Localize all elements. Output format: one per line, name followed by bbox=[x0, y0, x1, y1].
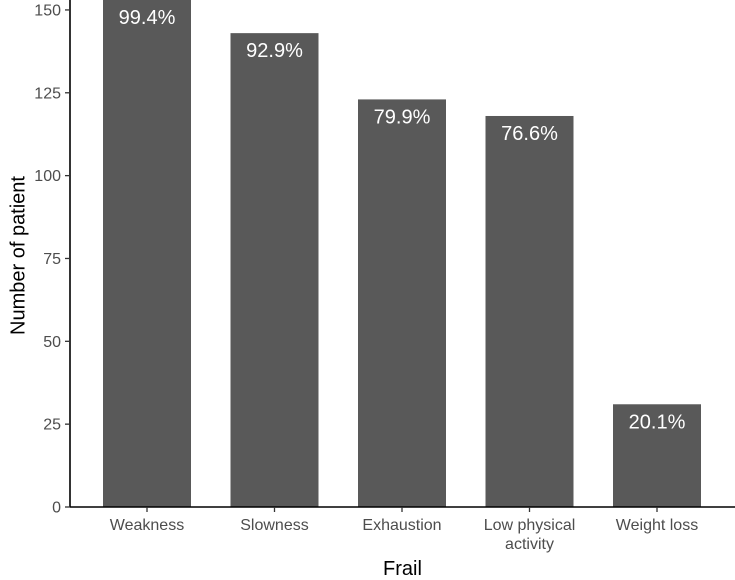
y-tick-label: 100 bbox=[34, 168, 61, 185]
x-tick-label: Weight loss bbox=[616, 517, 698, 534]
bar-slowness bbox=[230, 33, 319, 507]
y-axis-title: Number of patient bbox=[7, 176, 29, 335]
bar-low-physical-activity bbox=[485, 115, 574, 507]
bar-weight-loss bbox=[613, 404, 701, 507]
x-tick-label: activity bbox=[505, 536, 554, 553]
bar-exhaustion bbox=[358, 99, 446, 507]
y-tick-label: 25 bbox=[43, 417, 61, 434]
x-tick-label: Low physical bbox=[484, 517, 576, 534]
y-tick-label: 0 bbox=[52, 500, 61, 517]
x-ticks-layer: Weakness Slowness Exhaustion Low physical ac… bbox=[110, 507, 698, 553]
bar-weakness bbox=[103, 0, 191, 507]
bars-layer: 99.4% 92.9% 79.9% 76.6% 20.1% bbox=[103, 0, 701, 507]
data-label-weight-loss: 20.1% bbox=[629, 411, 686, 433]
y-tick-label: 75 bbox=[43, 251, 61, 268]
y-ticks-layer: 0 25 50 75 100 125 150 bbox=[34, 2, 70, 517]
y-tick-label: 50 bbox=[43, 334, 61, 351]
x-tick-label: Slowness bbox=[240, 517, 308, 534]
data-label-weakness: 99.4% bbox=[119, 7, 176, 29]
x-tick-label: Weakness bbox=[110, 517, 184, 534]
x-tick-label: Exhaustion bbox=[362, 517, 441, 534]
x-axis-title: Frail bbox=[383, 558, 422, 580]
data-label-slowness: 92.9% bbox=[246, 40, 303, 62]
y-tick-label: 150 bbox=[34, 2, 61, 19]
y-tick-label: 125 bbox=[34, 85, 61, 102]
data-label-exhaustion: 79.9% bbox=[374, 106, 431, 128]
data-label-low-physical-activity: 76.6% bbox=[501, 123, 558, 145]
